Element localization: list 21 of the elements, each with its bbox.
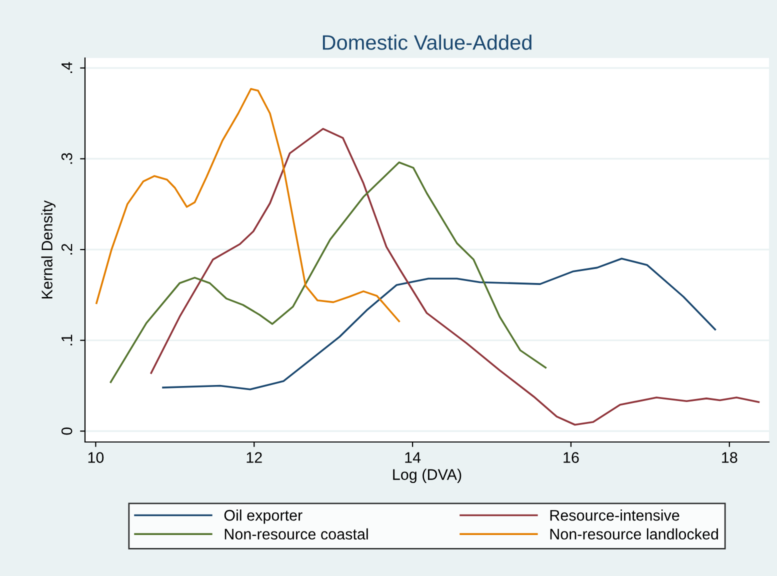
x-tick-label: 12: [246, 452, 262, 463]
legend-label: Oil exporter: [224, 510, 302, 524]
line-series: [162, 258, 716, 390]
line-series: [96, 88, 400, 322]
x-tick-label: 16: [564, 452, 579, 463]
line-series: [110, 161, 547, 383]
chart-title: Domestic Value-Added: [322, 34, 532, 50]
legend-label: Non-resource coastal: [224, 528, 368, 540]
y-tick-label: .1: [62, 334, 72, 346]
y-tick-label: .2: [61, 244, 72, 255]
x-tick-label: 18: [722, 452, 738, 463]
x-tick-label: 10: [88, 452, 104, 463]
legend-label: Non-resource landlocked: [550, 528, 718, 540]
line-series: [150, 128, 760, 426]
legend-label: Resource-intensive: [550, 510, 680, 521]
x-tick-label: 14: [405, 452, 421, 463]
y-tick-label: .4: [62, 62, 72, 73]
y-axis-title: Kernal Density: [41, 200, 56, 298]
y-tick-label: .3: [61, 153, 72, 164]
x-axis-title: Log (DVA): [393, 468, 462, 483]
y-tick-label: 0: [61, 427, 72, 435]
